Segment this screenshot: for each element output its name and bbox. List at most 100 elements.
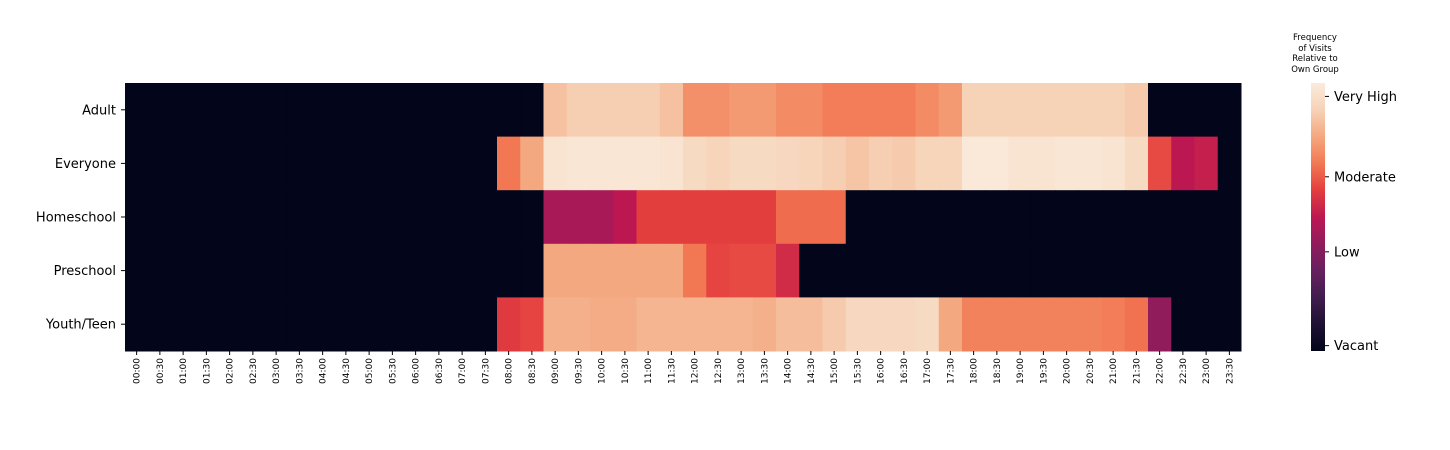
column-label: 06:30	[435, 358, 445, 384]
heatmap-cell	[985, 297, 1009, 352]
heatmap-cell	[1031, 190, 1056, 245]
heatmap-cell	[1078, 136, 1102, 191]
heatmap-cell	[915, 136, 940, 191]
heatmap-cell	[613, 136, 637, 191]
heatmap-cell	[171, 136, 196, 191]
column-label: 17:00	[923, 358, 933, 384]
heatmap-cell	[776, 297, 800, 352]
heatmap-cell	[590, 136, 614, 191]
heatmap-cell	[148, 83, 172, 138]
heatmap-cell	[473, 83, 498, 138]
heatmap-cell	[799, 190, 823, 245]
column-label: 09:30	[574, 358, 584, 384]
heatmap-cell	[171, 190, 196, 245]
heatmap-cell	[962, 190, 986, 245]
heatmap-cell	[938, 243, 963, 298]
heatmap-cell	[1148, 297, 1172, 352]
column-label: 22:30	[1179, 358, 1189, 384]
column-label: 06:00	[412, 358, 422, 384]
heatmap-cell	[590, 243, 614, 298]
heatmap-cell	[683, 83, 707, 138]
heatmap-cell	[334, 190, 358, 245]
heatmap-cell	[1148, 190, 1172, 245]
heatmap-cell	[427, 243, 451, 298]
column-label: 23:30	[1225, 358, 1235, 384]
heatmap-cell	[869, 297, 893, 352]
heatmap-cell	[962, 136, 986, 191]
heatmap-cell	[683, 243, 707, 298]
heatmap-cell	[404, 243, 428, 298]
heatmap-cell	[287, 243, 312, 298]
column-label: 13:30	[760, 358, 770, 384]
heatmap-cell	[1171, 136, 1195, 191]
heatmap-cell	[1194, 297, 1219, 352]
heatmap-cell	[1101, 243, 1126, 298]
column-label: 19:00	[1016, 358, 1026, 384]
heatmap-cell	[752, 297, 777, 352]
heatmap-cell	[497, 297, 521, 352]
heatmap-cell	[659, 136, 684, 191]
column-label: 19:30	[1039, 358, 1049, 384]
column-label: 01:30	[202, 358, 212, 384]
heatmap-cell	[1194, 136, 1219, 191]
heatmap-cell	[218, 136, 242, 191]
heatmap-cell	[241, 136, 265, 191]
heatmap-cell	[194, 243, 219, 298]
heatmap-cell	[357, 297, 382, 352]
heatmap-cell	[334, 297, 358, 352]
column-label: 23:00	[1202, 358, 1212, 384]
heatmap-cell	[962, 297, 986, 352]
heatmap-cell	[729, 243, 754, 298]
heatmap-cell	[1031, 297, 1056, 352]
heatmap-cell	[1124, 297, 1149, 352]
heatmap-cell	[892, 243, 916, 298]
heatmap-cell	[497, 190, 521, 245]
column-label: 02:30	[249, 358, 259, 384]
heatmap-cell	[473, 297, 498, 352]
column-label: 18:30	[993, 358, 1003, 384]
heatmap-cell	[1194, 83, 1219, 138]
heatmap-cell	[357, 243, 382, 298]
heatmap-cell	[1124, 243, 1149, 298]
heatmap-cell	[473, 136, 498, 191]
heatmap-cell	[636, 136, 661, 191]
heatmap-cell	[218, 83, 242, 138]
heatmap-cell	[194, 297, 219, 352]
heatmap-cell	[683, 297, 707, 352]
heatmap-cell	[311, 297, 335, 352]
colorbar: Frequency of Visits Relative to Own Grou…	[1291, 33, 1397, 354]
heatmap-cell	[752, 243, 777, 298]
heatmap-cell	[706, 83, 730, 138]
column-label: 14:00	[784, 358, 794, 384]
heatmap-cell	[427, 190, 451, 245]
heatmap-cell	[985, 136, 1009, 191]
heatmap-cell	[613, 297, 637, 352]
column-label: 20:30	[1086, 358, 1096, 384]
heatmap-cell	[450, 297, 475, 352]
heatmap-cell	[729, 190, 754, 245]
heatmap-cell	[915, 190, 940, 245]
heatmap-cell	[706, 297, 730, 352]
row-label: Preschool	[54, 264, 116, 279]
heatmap-cell	[938, 297, 963, 352]
heatmap-cell	[1124, 83, 1149, 138]
heatmap-cell	[543, 297, 568, 352]
heatmap-cell	[497, 83, 521, 138]
heatmap-cell	[450, 83, 475, 138]
heatmap-cell	[1055, 297, 1079, 352]
heatmap-cell	[613, 243, 637, 298]
colorbar-title-line-3: Relative to	[1292, 54, 1338, 64]
heatmap-cell	[380, 190, 405, 245]
heatmap-cell	[311, 136, 335, 191]
heatmap-cell	[962, 83, 986, 138]
heatmap-cell	[1031, 243, 1056, 298]
heatmap-cell	[1101, 136, 1126, 191]
heatmap-cell	[334, 136, 358, 191]
heatmap-cell	[380, 297, 405, 352]
heatmap-cell	[1194, 243, 1219, 298]
heatmap-cell	[450, 190, 475, 245]
row-label: Homeschool	[36, 211, 116, 226]
colorbar-tick-label: Moderate	[1334, 170, 1396, 185]
heatmap-cell	[334, 243, 358, 298]
